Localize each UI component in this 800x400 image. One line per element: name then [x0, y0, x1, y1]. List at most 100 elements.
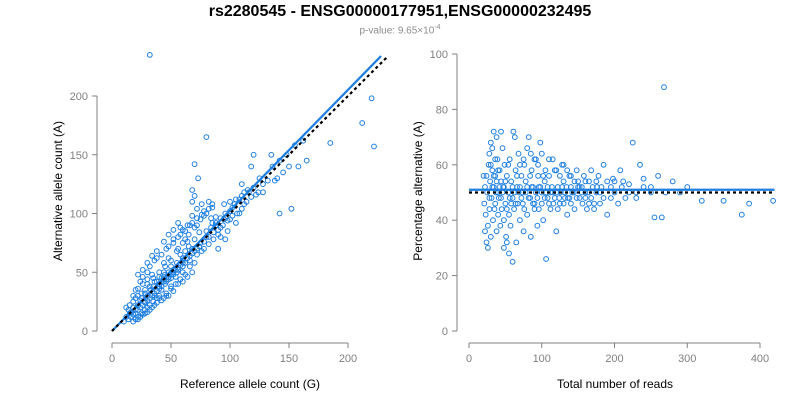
data-point: [498, 128, 504, 135]
data-point: [480, 173, 487, 179]
data-point: [517, 161, 523, 168]
data-point: [503, 239, 510, 246]
data-point: [579, 200, 586, 207]
data-point: [182, 248, 189, 255]
data-point: [271, 177, 278, 184]
data-point: [513, 239, 520, 246]
data-point: [189, 187, 196, 193]
data-point: [215, 227, 222, 233]
data-point: [126, 310, 133, 317]
data-point: [238, 205, 245, 212]
data-point: [209, 201, 216, 208]
data-point: [640, 175, 647, 182]
data-point: [165, 276, 172, 283]
data-point: [161, 260, 167, 266]
left-x-tick-label: 100: [221, 353, 239, 365]
data-point: [576, 195, 583, 201]
data-point: [520, 156, 527, 163]
data-point: [531, 206, 538, 213]
data-point: [215, 245, 222, 252]
data-point: [175, 245, 182, 252]
data-point: [549, 156, 556, 163]
data-point: [189, 220, 196, 226]
data-point: [488, 195, 495, 201]
data-point: [573, 195, 580, 201]
data-point: [485, 245, 491, 251]
data-point: [553, 228, 560, 235]
left-ylabel: Alternative allele count (A): [51, 121, 65, 261]
data-point: [604, 211, 611, 218]
data-point: [210, 236, 217, 243]
data-point: [138, 310, 145, 317]
scatter-panel-right: Total number of reads Percentage alterna…: [411, 49, 776, 391]
data-point: [198, 211, 205, 218]
data-point: [568, 200, 574, 207]
data-point: [501, 217, 507, 224]
data-point: [487, 233, 494, 240]
data-point: [557, 200, 563, 207]
data-point: [165, 292, 172, 299]
data-point: [142, 287, 148, 293]
data-point: [203, 134, 210, 141]
data-point: [151, 278, 158, 285]
data-point: [527, 173, 533, 179]
data-point: [198, 201, 205, 208]
data-point: [149, 252, 156, 259]
data-point: [162, 263, 169, 270]
data-point: [168, 285, 174, 292]
data-point: [498, 206, 505, 213]
data-point: [485, 161, 492, 168]
data-point: [139, 311, 146, 318]
left-y-tick-label: 200: [70, 91, 88, 103]
data-point: [142, 299, 148, 306]
data-point: [170, 271, 177, 278]
data-point: [494, 156, 501, 163]
data-point: [568, 173, 574, 179]
data-point: [586, 178, 592, 185]
data-point: [486, 150, 493, 157]
data-point: [525, 195, 532, 201]
data-point: [503, 173, 510, 179]
data-point: [170, 236, 177, 243]
data-point: [655, 173, 661, 179]
data-point: [637, 161, 643, 168]
data-point: [595, 173, 602, 179]
data-point: [184, 222, 191, 229]
data-point: [163, 292, 170, 299]
data-point: [195, 175, 202, 182]
data-point: [194, 215, 200, 222]
data-point: [498, 195, 504, 201]
data-point: [546, 200, 552, 207]
left-x-tick-label: 0: [109, 353, 115, 365]
data-point: [146, 283, 153, 290]
data-point: [482, 228, 488, 235]
data-point: [371, 143, 377, 150]
left-y-tick-label: 50: [76, 267, 88, 279]
data-point: [506, 156, 513, 163]
data-point: [295, 163, 302, 170]
data-point: [268, 151, 275, 158]
data-point: [359, 120, 366, 126]
data-point: [185, 231, 192, 238]
data-point: [633, 195, 640, 201]
data-point: [611, 178, 618, 185]
data-point: [508, 200, 515, 207]
data-point: [175, 220, 182, 226]
data-point: [165, 231, 172, 238]
data-point: [150, 275, 157, 282]
data-point: [597, 200, 603, 207]
data-point: [669, 178, 676, 185]
data-point: [485, 222, 491, 229]
data-point: [651, 214, 658, 221]
data-point: [139, 267, 146, 273]
right-y-tick-label: 80: [436, 104, 448, 116]
data-point: [698, 197, 705, 204]
data-point: [158, 251, 165, 258]
data-point: [497, 222, 504, 229]
data-point: [179, 263, 186, 270]
data-point: [593, 178, 600, 185]
data-point: [286, 163, 292, 170]
data-point: [189, 212, 196, 219]
data-point: [571, 206, 578, 213]
